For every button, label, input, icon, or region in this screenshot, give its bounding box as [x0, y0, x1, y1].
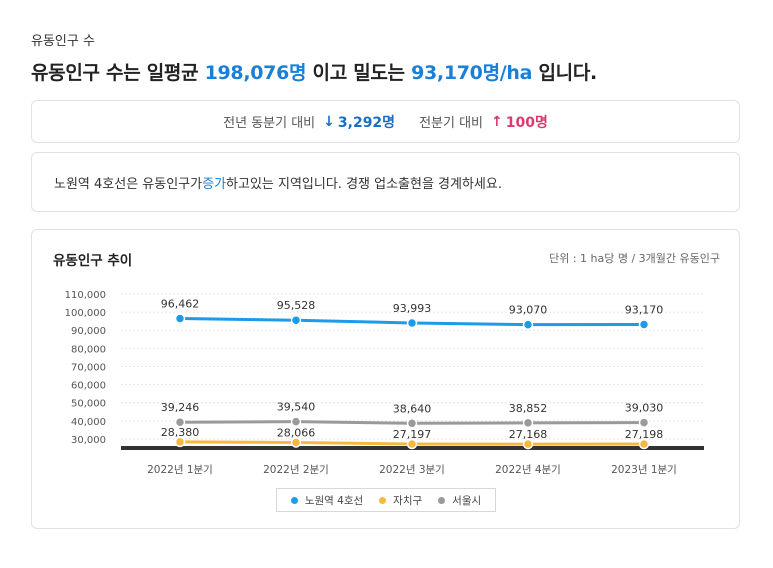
data-point	[174, 436, 186, 448]
data-label: 95,528	[277, 299, 316, 312]
legend-label: 서울시	[452, 494, 482, 507]
section-label: 유동인구 수	[31, 34, 95, 49]
page-headline: 유동인구 수는 일평균 198,076명 이고 밀도는 93,170명/ha 입…	[31, 58, 597, 85]
data-point	[406, 317, 418, 329]
y-tick-label: 60,000	[71, 381, 106, 392]
legend-label: 노원역 4호선	[304, 494, 364, 507]
arrow-up-icon: ↑	[491, 113, 503, 130]
x-tick-label: 2022년 3분기	[379, 464, 445, 476]
data-point	[290, 437, 302, 448]
data-label: 93,170	[625, 303, 664, 316]
legend-item: 서울시	[438, 493, 481, 508]
data-point	[174, 313, 186, 324]
notice-text-before: 노원역 4호선은 유동인구가	[54, 176, 203, 192]
data-label: 27,198	[625, 428, 664, 441]
quarter-comparison-label: 전분기 대비	[419, 116, 483, 131]
data-point	[638, 417, 650, 428]
y-tick-label: 30,000	[71, 435, 106, 446]
data-label: 96,462	[161, 298, 200, 311]
year-comparison: 전년 동분기 대비 ↓ 3,292명	[223, 112, 395, 132]
data-label: 39,246	[161, 401, 200, 414]
data-point	[522, 319, 534, 330]
data-label: 39,540	[277, 401, 316, 414]
legend-item: 노원역 4호선	[290, 493, 364, 508]
legend-dot-icon	[379, 496, 387, 504]
x-tick-label: 2022년 2분기	[263, 464, 329, 476]
notice-accent: 증가	[202, 176, 227, 192]
legend-dot-icon	[290, 496, 298, 504]
data-label: 27,197	[393, 428, 432, 441]
data-label: 39,030	[625, 402, 664, 415]
y-tick-label: 50,000	[71, 399, 106, 410]
data-point	[522, 438, 534, 450]
chart-unit-note: 단위 : 1 ha당 명 / 3개월간 유동인구	[549, 252, 720, 265]
data-label: 38,640	[393, 402, 432, 415]
year-comparison-label: 전년 동분기 대비	[223, 116, 316, 131]
density-value: 93,170명/ha	[411, 62, 533, 84]
quarter-comparison-value: 100명	[505, 114, 548, 131]
year-comparison-value: 3,292명	[337, 114, 396, 131]
chart-card: 유동인구 추이 단위 : 1 ha당 명 / 3개월간 유동인구 30,000 4…	[31, 229, 740, 529]
data-label: 93,993	[393, 302, 432, 315]
data-label: 93,070	[509, 304, 548, 317]
x-tick-label: 2022년 1분기	[147, 464, 213, 476]
x-tick-label: 2022년 4분기	[495, 464, 561, 476]
data-point	[290, 314, 302, 326]
data-point	[406, 438, 418, 450]
quarter-comparison: 전분기 대비 ↑ 100명	[419, 112, 548, 132]
headline-prefix: 유동인구 수는 일평균	[31, 62, 205, 84]
y-tick-label: 110,000	[65, 290, 106, 301]
data-point	[638, 438, 650, 450]
y-tick-label: 80,000	[71, 344, 106, 355]
data-label: 28,066	[277, 426, 316, 439]
data-label: 27,168	[509, 428, 548, 441]
data-point	[522, 417, 534, 429]
legend-label: 자치구	[393, 494, 423, 507]
y-tick-label: 40,000	[71, 417, 106, 428]
notice-card: 노원역 4호선은 유동인구가 증가 하고있는 지역입니다. 경쟁 업소출현을 경계…	[31, 152, 740, 212]
y-tick-label: 90,000	[71, 326, 106, 337]
legend-item: 자치구	[379, 493, 422, 508]
legend-dot-icon	[438, 496, 446, 504]
daily-population-value: 198,076명	[204, 62, 307, 84]
line-chart: 30,000 40,000 50,000 60,000 70,000 80,000 90,0…	[65, 290, 704, 476]
y-tick-label: 100,000	[65, 308, 106, 319]
y-tick-label: 70,000	[71, 362, 106, 373]
x-tick-label: 2023년 1분기	[611, 464, 677, 476]
chart-title: 유동인구 추이	[53, 253, 133, 269]
notice-text-after: 하고있는 지역입니다. 경쟁 업소출현을 경계하세요.	[226, 176, 502, 192]
data-label: 28,380	[161, 426, 200, 439]
headline-middle: 이고 밀도는	[306, 62, 412, 84]
headline-suffix: 입니다.	[532, 62, 597, 84]
comparison-card: 전년 동분기 대비 ↓ 3,292명 전분기 대비 ↑ 100명	[31, 100, 740, 143]
data-point	[290, 416, 302, 427]
data-point	[638, 319, 650, 330]
data-label: 38,852	[509, 402, 548, 415]
data-point	[174, 416, 186, 428]
data-point	[406, 418, 418, 429]
chart-legend: 노원역 4호선 자치구 서울시	[276, 488, 496, 512]
arrow-down-icon: ↓	[323, 113, 335, 130]
